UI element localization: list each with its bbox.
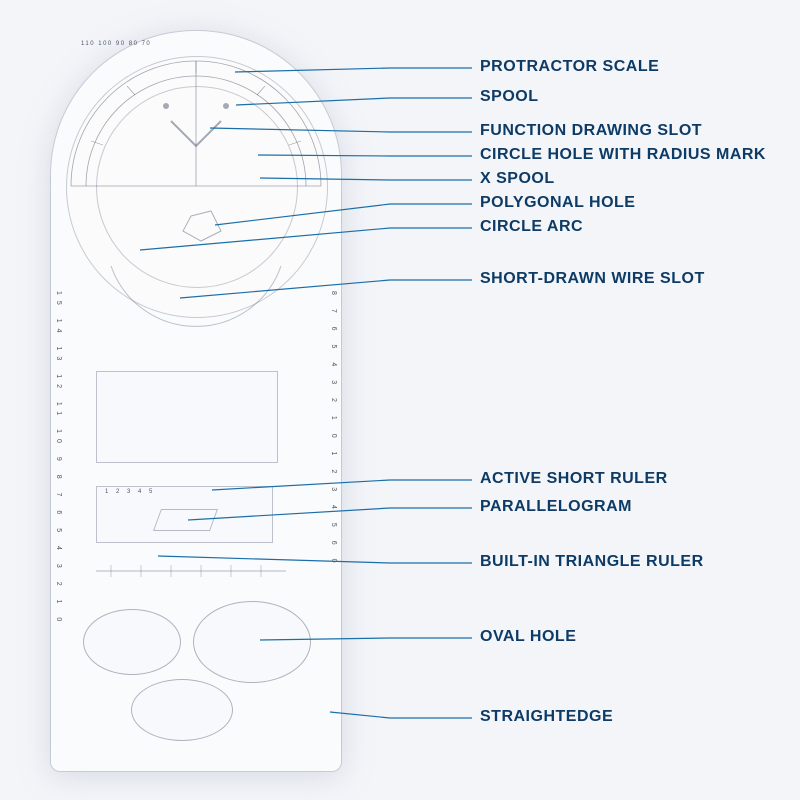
label-x-spool: X SPOOL — [480, 170, 555, 188]
label-parallelogram: PARALLELOGRAM — [480, 498, 632, 516]
label-protractor-scale: PROTRACTOR SCALE — [480, 58, 659, 76]
label-circle-hole: CIRCLE HOLE WITH RADIUS MARK — [480, 146, 766, 164]
ruler-body: 1 2 3 4 5 15 14 13 12 11 10 9 8 7 6 5 4 … — [50, 30, 342, 772]
oval-hole-3 — [131, 679, 233, 741]
protractor-numbers: 110 100 90 80 70 — [81, 41, 151, 47]
left-edge-ticks: 15 14 13 12 11 10 9 8 7 6 5 4 3 2 1 0 — [55, 291, 62, 627]
label-wire-slot: SHORT-DRAWN WIRE SLOT — [480, 270, 705, 288]
oval-hole-1 — [83, 609, 181, 675]
diagram-canvas: 1 2 3 4 5 15 14 13 12 11 10 9 8 7 6 5 4 … — [0, 0, 800, 800]
label-function-slot: FUNCTION DRAWING SLOT — [480, 122, 702, 140]
label-spool: SPOOL — [480, 88, 539, 106]
label-polygonal-hole: POLYGONAL HOLE — [480, 194, 635, 212]
short-ruler-ticks: 1 2 3 4 5 — [105, 489, 155, 495]
label-active-short-ruler: ACTIVE SHORT RULER — [480, 470, 668, 488]
rect-slot-small: 1 2 3 4 5 — [96, 486, 273, 543]
label-straightedge: STRAIGHTEDGE — [480, 708, 613, 726]
label-circle-arc: CIRCLE ARC — [480, 218, 583, 236]
parallelogram-icon — [153, 509, 218, 531]
label-triangle-ruler: BUILT-IN TRIANGLE RULER — [480, 553, 704, 571]
triangle-ruler-icon — [91, 551, 291, 591]
label-oval-hole: OVAL HOLE — [480, 628, 576, 646]
rect-slot-large — [96, 371, 278, 463]
oval-hole-2 — [193, 601, 311, 683]
protractor-icon — [51, 31, 341, 351]
right-edge-ticks: 8 7 6 5 4 3 2 1 0 1 2 3 4 5 6 0 — [330, 291, 337, 568]
